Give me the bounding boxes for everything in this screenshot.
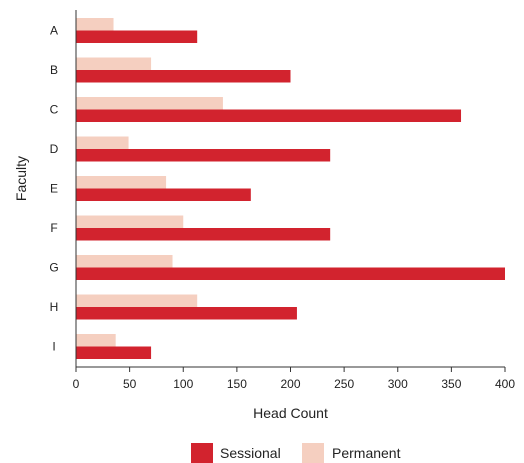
y-tick-label-E: E [50,182,58,196]
legend-label-sessional: Sessional [220,445,281,461]
bar-permanent-E [76,176,166,189]
bar-sessional-A [76,31,197,44]
y-tick-label-B: B [50,63,58,77]
bar-permanent-F [76,216,183,229]
legend: Sessional Permanent [191,443,401,463]
bar-sessional-E [76,189,251,202]
y-tick-label-A: A [50,24,58,38]
x-tick-label-350: 350 [441,377,461,391]
bar-sessional-I [76,347,151,360]
bar-sessional-B [76,70,291,83]
x-axis-title: Head Count [253,405,328,421]
legend-swatch-sessional [191,443,213,463]
bar-sessional-D [76,149,330,162]
x-axis-ticks: 0 50 100 150 200 250 300 350 400 [73,367,516,391]
y-axis-title: Faculty [13,156,29,201]
legend-swatch-permanent [302,443,324,463]
x-tick-label-50: 50 [123,377,137,391]
bar-sessional-G [76,268,505,281]
x-tick-label-100: 100 [173,377,193,391]
x-tick-label-250: 250 [334,377,354,391]
bar-sessional-H [76,307,297,320]
bar-permanent-D [76,137,129,150]
x-tick-label-200: 200 [280,377,300,391]
bar-permanent-G [76,255,173,268]
y-tick-label-C: C [50,103,59,117]
bar-sessional-F [76,228,330,241]
bar-permanent-A [76,18,114,31]
y-tick-label-I: I [52,340,55,354]
bar-permanent-C [76,97,223,110]
bars-group [76,18,505,359]
x-tick-label-300: 300 [388,377,408,391]
y-tick-label-H: H [50,300,59,314]
bar-permanent-B [76,58,151,71]
y-axis-ticks: A B C D E F G H I [49,24,58,354]
y-tick-label-F: F [50,221,57,235]
x-tick-label-0: 0 [73,377,80,391]
bar-sessional-C [76,110,461,123]
y-tick-label-G: G [49,261,58,275]
y-tick-label-D: D [50,142,59,156]
bar-permanent-I [76,334,116,347]
x-tick-label-400: 400 [495,377,515,391]
x-tick-label-150: 150 [227,377,247,391]
legend-label-permanent: Permanent [332,445,401,461]
bar-permanent-H [76,295,197,308]
